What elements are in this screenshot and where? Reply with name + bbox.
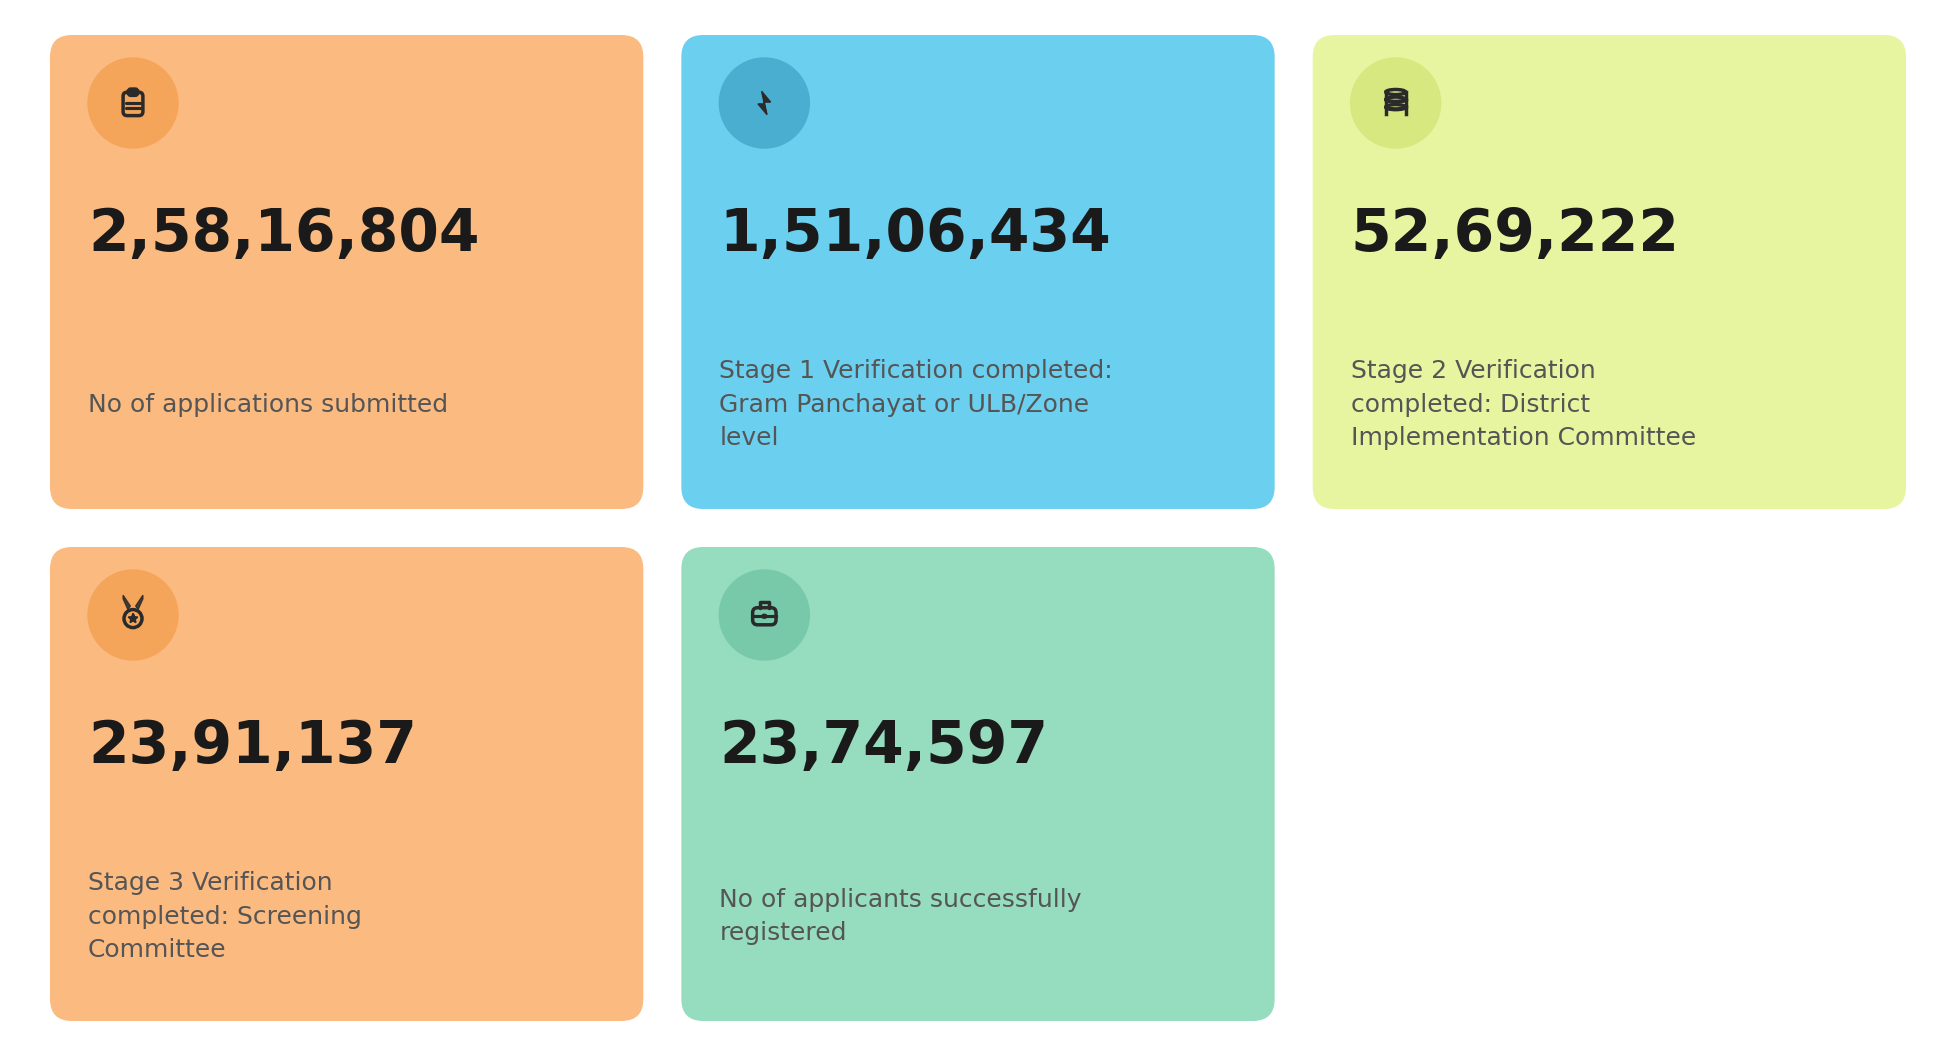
Text: 1,51,06,434: 1,51,06,434	[719, 206, 1110, 263]
FancyBboxPatch shape	[680, 35, 1275, 509]
Polygon shape	[129, 614, 137, 623]
Text: 52,69,222: 52,69,222	[1351, 206, 1679, 263]
Text: 23,74,597: 23,74,597	[719, 718, 1048, 775]
Circle shape	[719, 570, 809, 660]
Text: Stage 3 Verification
completed: Screening
Committee: Stage 3 Verification completed: Screenin…	[88, 871, 362, 962]
Text: 23,91,137: 23,91,137	[88, 718, 416, 775]
FancyBboxPatch shape	[51, 547, 643, 1021]
Circle shape	[719, 58, 809, 148]
Circle shape	[88, 58, 178, 148]
FancyBboxPatch shape	[51, 35, 643, 509]
Text: No of applications submitted: No of applications submitted	[88, 393, 448, 417]
Polygon shape	[123, 596, 131, 609]
Polygon shape	[759, 91, 770, 115]
Text: Stage 2 Verification
completed: District
Implementation Committee: Stage 2 Verification completed: District…	[1351, 359, 1695, 450]
FancyBboxPatch shape	[680, 547, 1275, 1021]
Text: Stage 1 Verification completed:
Gram Panchayat or ULB/Zone
level: Stage 1 Verification completed: Gram Pan…	[719, 359, 1112, 450]
Circle shape	[1351, 58, 1441, 148]
Polygon shape	[135, 596, 143, 609]
Circle shape	[88, 570, 178, 660]
FancyBboxPatch shape	[1312, 35, 1904, 509]
FancyBboxPatch shape	[127, 89, 139, 95]
Text: No of applicants successfully
registered: No of applicants successfully registered	[719, 888, 1081, 945]
Text: 2,58,16,804: 2,58,16,804	[88, 206, 479, 263]
